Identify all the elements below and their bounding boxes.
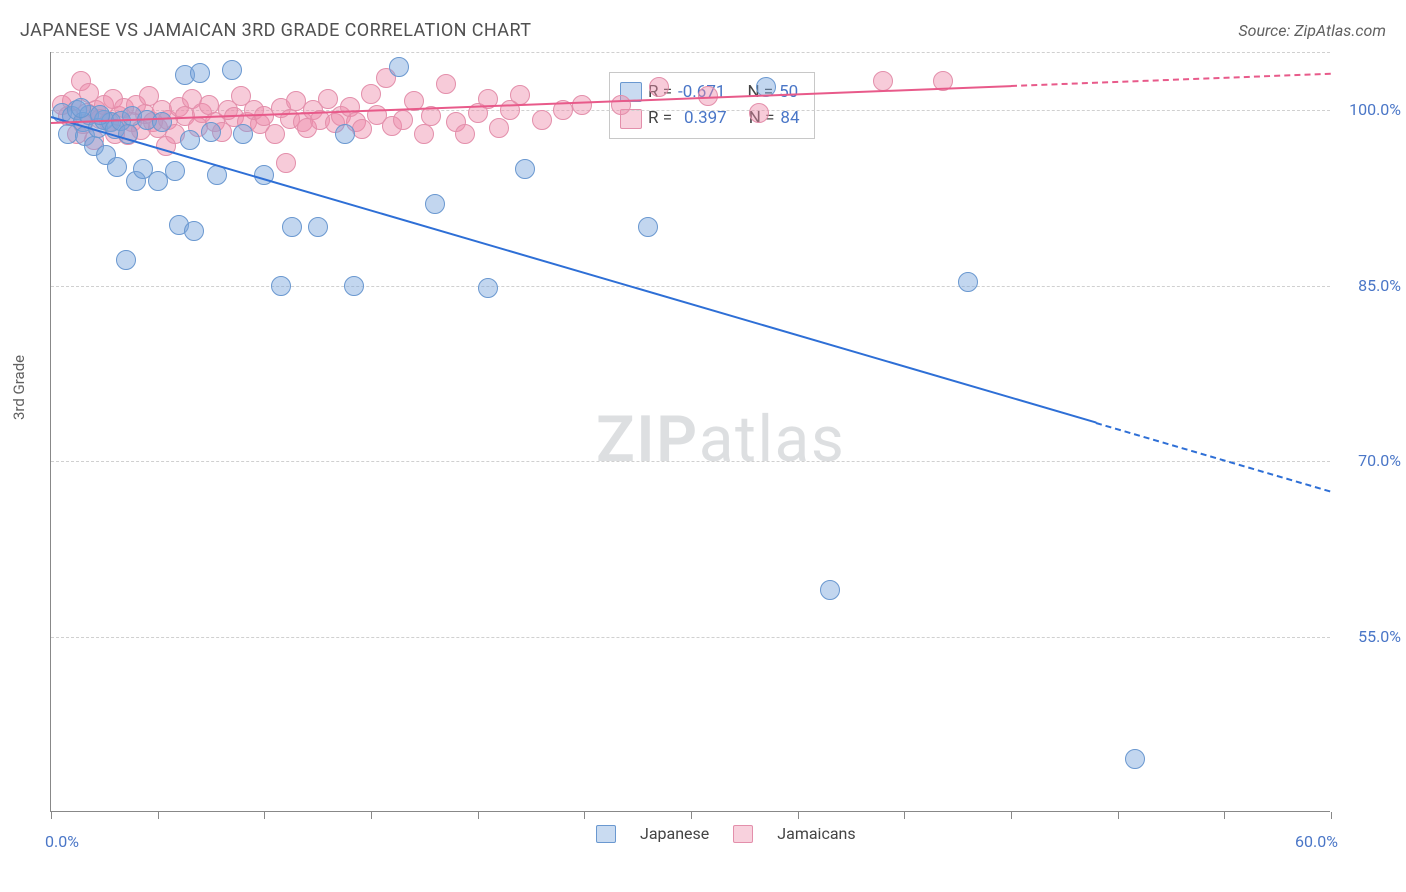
- japanese-point: [958, 272, 978, 292]
- jamaicans-point: [393, 110, 413, 130]
- jamaicans-point: [749, 103, 769, 123]
- x-tick-label: 0.0%: [45, 832, 79, 851]
- japanese-point: [271, 276, 291, 296]
- x-tick-mark: [691, 812, 692, 819]
- japanese-point: [335, 124, 355, 144]
- x-tick-mark: [1331, 812, 1332, 819]
- x-tick-mark: [798, 812, 799, 819]
- gridline: [51, 286, 1330, 287]
- japanese-swatch: [596, 825, 616, 843]
- jamaicans-point: [436, 74, 456, 94]
- x-tick-mark: [51, 812, 52, 819]
- japanese-point: [308, 217, 328, 237]
- japanese-point: [165, 161, 185, 181]
- jamaicans-point: [532, 110, 552, 130]
- japanese-point: [638, 217, 658, 237]
- jamaicans-point: [318, 89, 338, 109]
- y-tick-label: 85.0%: [1341, 276, 1401, 295]
- watermark-atlas: atlas: [699, 402, 846, 477]
- x-tick-label: 60.0%: [1295, 832, 1338, 851]
- y-tick-label: 55.0%: [1341, 627, 1401, 646]
- series-legend: Japanese Jamaicans: [596, 824, 856, 843]
- r-label: R =: [648, 105, 672, 131]
- japanese-point: [184, 221, 204, 241]
- n-value-jamaicans: 84: [780, 105, 799, 131]
- jamaicans-label: Jamaicans: [777, 824, 855, 843]
- japanese-point: [389, 57, 409, 77]
- x-tick-mark: [1118, 812, 1119, 819]
- japanese-point: [116, 250, 136, 270]
- japanese-point: [201, 122, 221, 142]
- watermark: ZIPatlas: [596, 402, 845, 477]
- japanese-label: Japanese: [640, 824, 709, 843]
- chart-title: JAPANESE VS JAMAICAN 3RD GRADE CORRELATI…: [20, 20, 531, 41]
- japanese-point: [478, 278, 498, 298]
- jamaicans-point: [611, 95, 631, 115]
- japanese-point: [71, 98, 91, 118]
- jamaicans-point: [649, 77, 669, 97]
- japanese-point: [222, 60, 242, 80]
- japanese-point: [180, 130, 200, 150]
- x-tick-mark: [478, 812, 479, 819]
- japanese-trendline: [1096, 422, 1331, 493]
- jamaicans-point: [510, 85, 530, 105]
- x-tick-mark: [904, 812, 905, 819]
- japanese-trendline: [51, 116, 1097, 423]
- gridline: [51, 52, 1330, 53]
- jamaicans-point: [414, 124, 434, 144]
- source-label: Source: ZipAtlas.com: [1238, 21, 1386, 40]
- x-tick-mark: [1224, 812, 1225, 819]
- y-axis-label: 3rd Grade: [10, 355, 28, 420]
- gridline: [51, 637, 1330, 638]
- japanese-point: [233, 124, 253, 144]
- watermark-zip: ZIP: [596, 402, 699, 477]
- japanese-point: [344, 276, 364, 296]
- japanese-point: [107, 157, 127, 177]
- japanese-point: [1125, 749, 1145, 769]
- jamaicans-point: [276, 153, 296, 173]
- japanese-point: [190, 63, 210, 83]
- stats-row-jamaicans: R = 0.397 N = 84: [620, 105, 800, 131]
- x-tick-mark: [584, 812, 585, 819]
- r-value-jamaicans: 0.397: [678, 105, 727, 131]
- japanese-point: [820, 580, 840, 600]
- x-tick-mark: [264, 812, 265, 819]
- jamaicans-point: [361, 84, 381, 104]
- y-tick-label: 70.0%: [1341, 451, 1401, 470]
- plot-area: ZIPatlas R = -0.671 N = 50 R = 0.397 N =…: [50, 52, 1330, 812]
- jamaicans-point: [572, 95, 592, 115]
- jamaicans-trendline: [1011, 73, 1331, 87]
- jamaicans-point: [265, 124, 285, 144]
- japanese-point: [282, 217, 302, 237]
- x-tick-mark: [158, 812, 159, 819]
- japanese-point: [425, 194, 445, 214]
- x-tick-mark: [1011, 812, 1012, 819]
- y-tick-label: 100.0%: [1341, 100, 1401, 119]
- jamaicans-swatch: [733, 825, 753, 843]
- x-tick-mark: [371, 812, 372, 819]
- n-value-japanese: 50: [779, 79, 798, 105]
- jamaicans-point: [489, 118, 509, 138]
- gridline: [51, 461, 1330, 462]
- jamaicans-point: [873, 71, 893, 91]
- japanese-point: [152, 112, 172, 132]
- japanese-point: [515, 159, 535, 179]
- jamaicans-point: [455, 124, 475, 144]
